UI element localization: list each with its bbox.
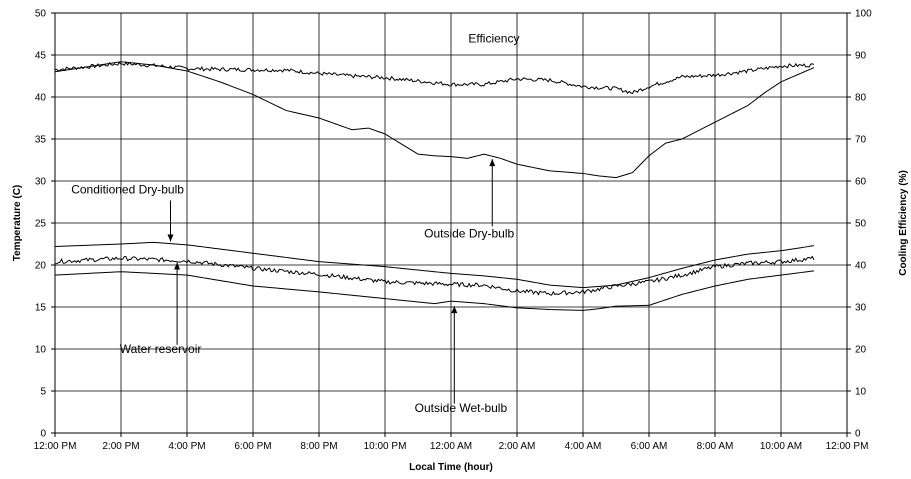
x-tick-label: 10:00 PM — [364, 441, 407, 452]
y-axis-right-title: Cooling Efficiency (%) — [898, 170, 909, 276]
x-tick-label: 4:00 PM — [168, 441, 205, 452]
y-tick-label-right: 30 — [855, 303, 867, 314]
y-tick-label-right: 70 — [855, 135, 867, 146]
x-tick-label: 8:00 AM — [697, 441, 734, 452]
y-tick-label-left: 35 — [35, 135, 47, 146]
y-tick-label-right: 50 — [855, 219, 867, 230]
annotation-label: Efficiency — [468, 31, 519, 45]
annotations: Efficiency Outside Dry-bulb Conditioned Dr… — [71, 31, 519, 415]
y-tick-label-left: 50 — [35, 9, 47, 20]
grid — [55, 13, 847, 433]
annotation-arrowhead — [489, 159, 496, 167]
y-axis-left-title: Temperature (C) — [12, 185, 23, 262]
y-tick-label-right: 40 — [855, 261, 867, 272]
y-tick-label-left: 15 — [35, 303, 47, 314]
x-tick-label: 12:00 PM — [826, 441, 869, 452]
y-tick-label-left: 40 — [35, 93, 47, 104]
y-tick-label-right: 80 — [855, 93, 867, 104]
y-tick-label-right: 0 — [855, 429, 861, 440]
y-tick-label-left: 10 — [35, 345, 47, 356]
x-tick-label: 12:00 AM — [430, 441, 472, 452]
y-tick-label-left: 0 — [40, 429, 46, 440]
x-tick-label: 6:00 AM — [631, 441, 668, 452]
x-tick-label: 8:00 PM — [300, 441, 337, 452]
annotation-arrowhead — [451, 306, 458, 314]
y-tick-label-left: 25 — [35, 219, 47, 230]
x-tick-label: 2:00 PM — [102, 441, 139, 452]
y-tick-label-right: 10 — [855, 387, 867, 398]
y-tick-label-right: 60 — [855, 177, 867, 188]
y-tick-label-left: 20 — [35, 261, 47, 272]
series-line-conditioned-dry-bulb — [54, 241, 815, 289]
series-line-efficiency — [54, 61, 815, 95]
annotation-label: Water reservoir — [120, 342, 202, 356]
x-tick-label: 10:00 AM — [760, 441, 802, 452]
annotation-arrowhead — [174, 262, 181, 270]
series-group — [54, 61, 815, 311]
annotation-label: Outside Dry-bulb — [424, 226, 514, 240]
y-tick-label-right: 90 — [855, 51, 867, 62]
x-tick-label: 12:00 PM — [34, 441, 77, 452]
x-tick-label: 6:00 PM — [234, 441, 271, 452]
x-axis: 12:00 PM 2:00 PM 4:00 PM 6:00 PM 8:00 PM 10:0… — [34, 433, 869, 452]
x-axis-title: Local Time (hour) — [409, 462, 493, 473]
series-line-outside-wet-bulb — [54, 270, 815, 311]
x-tick-label: 2:00 AM — [499, 441, 536, 452]
y-tick-label-left: 5 — [40, 387, 46, 398]
series-line-water-reservoir — [54, 255, 815, 296]
y-tick-label-left: 45 — [35, 51, 47, 62]
series-line-outside-dry-bulb — [54, 61, 815, 179]
y-axis-left: 0 5 10 15 20 25 30 35 40 45 50 — [35, 9, 55, 440]
annotation-label: Outside Wet-bulb — [415, 401, 508, 415]
y-tick-label-right: 20 — [855, 345, 867, 356]
y-tick-label-left: 30 — [35, 177, 47, 188]
annotation-arrowhead — [167, 234, 174, 242]
annotation-label: Conditioned Dry-bulb — [71, 183, 184, 197]
y-tick-label-right: 100 — [855, 9, 872, 20]
y-axis-right: 0 10 20 30 40 50 60 70 80 90 100 — [847, 9, 872, 440]
x-tick-label: 4:00 AM — [565, 441, 602, 452]
